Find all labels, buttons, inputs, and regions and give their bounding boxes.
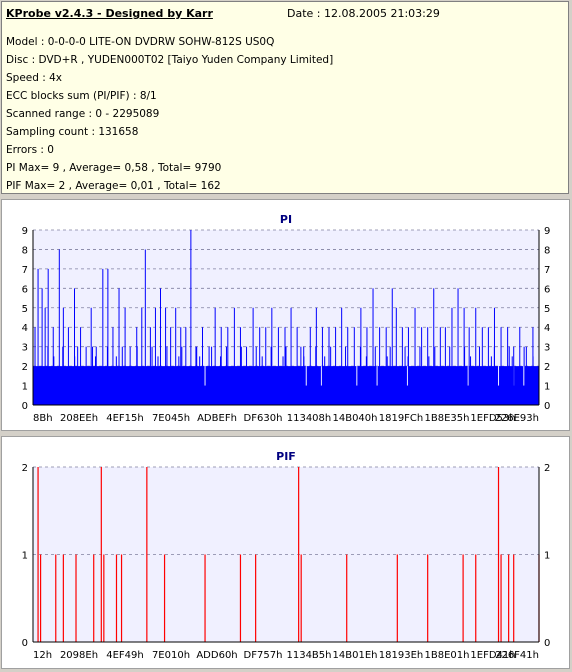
y-tick-label-left: 1 bbox=[22, 382, 28, 393]
y-tick-label-left: 1 bbox=[22, 551, 28, 562]
x-tick-label: ADD60h bbox=[196, 650, 237, 661]
y-tick-label-right: 0 bbox=[544, 638, 550, 649]
info-pif-stats: PIF Max= 2 , Average= 0,01 , Total= 162 bbox=[6, 180, 221, 192]
chart-title: PI bbox=[280, 213, 292, 226]
x-tick-label: 12h bbox=[33, 650, 52, 661]
y-tick-label-left: 0 bbox=[22, 638, 28, 649]
y-tick-label-right: 9 bbox=[544, 226, 550, 237]
y-tick-label-left: 9 bbox=[22, 226, 28, 237]
x-tick-label: 113408h bbox=[287, 413, 332, 424]
y-tick-label-right: 7 bbox=[544, 265, 550, 276]
x-tick-label: 1EFD41h bbox=[470, 650, 515, 661]
y-tick-label-right: 8 bbox=[544, 245, 550, 256]
app-title: KProbe v2.4.3 - Designed by Karr bbox=[6, 7, 213, 20]
y-tick-label-right: 6 bbox=[544, 284, 550, 295]
x-tick-label: DF757h bbox=[244, 650, 283, 661]
pi-chart-panel: PI 0 0 1 1 2 2 3 3 4 4 5 5 6 6 7 7 8 8 9 9 8Bh 208EEh 4EF15h 7E0… bbox=[1, 199, 570, 431]
info-disc: Disc : DVD+R , YUDEN000T02 [Taiyo Yuden … bbox=[6, 54, 334, 66]
y-tick-label-right: 2 bbox=[544, 463, 550, 474]
info-ecc: ECC blocks sum (PI/PIF) : 8/1 bbox=[6, 90, 157, 102]
y-tick-label-left: 0 bbox=[22, 401, 28, 412]
info-sampling: Sampling count : 131658 bbox=[6, 126, 139, 138]
x-tick-label: 1819FCh bbox=[379, 413, 424, 424]
x-tick-label: 1B8E35h bbox=[425, 413, 470, 424]
x-tick-label: 226E93h bbox=[495, 413, 539, 424]
x-tick-label: 18193Eh bbox=[379, 650, 423, 661]
x-tick-label: 7E045h bbox=[152, 413, 190, 424]
x-tick-label: 4EF15h bbox=[106, 413, 144, 424]
x-tick-label: 208EEh bbox=[60, 413, 98, 424]
x-tick-label: 7E010h bbox=[152, 650, 190, 661]
y-tick-label-right: 0 bbox=[544, 401, 550, 412]
y-tick-label-right: 1 bbox=[544, 551, 550, 562]
x-tick-label: DF630h bbox=[244, 413, 283, 424]
x-tick-label: 2098Eh bbox=[60, 650, 98, 661]
pif-chart-panel: PIF 0 0 1 1 2 2 12h 2098Eh 4EF49h 7E010h ADD60h DF75… bbox=[1, 436, 570, 669]
pi-chart: PI 0 0 1 1 2 2 3 3 4 4 5 5 6 6 7 7 8 8 9 9 8Bh 208EEh 4EF15h 7E0… bbox=[22, 213, 551, 424]
y-tick-label-right: 2 bbox=[544, 362, 550, 373]
info-errors: Errors : 0 bbox=[6, 144, 54, 156]
y-tick-label-right: 5 bbox=[544, 304, 550, 315]
info-pi-stats: PI Max= 9 , Average= 0,58 , Total= 9790 bbox=[6, 162, 222, 174]
y-tick-label-left: 6 bbox=[22, 284, 28, 295]
chart-title: PIF bbox=[276, 450, 296, 463]
y-tick-label-right: 4 bbox=[544, 323, 550, 334]
y-tick-label-left: 2 bbox=[22, 362, 28, 373]
x-tick-label: ADBEFh bbox=[197, 413, 237, 424]
y-tick-label-left: 8 bbox=[22, 245, 28, 256]
scan-date: Date : 12.08.2005 21:03:29 bbox=[287, 7, 440, 20]
x-tick-label: 14B040h bbox=[332, 413, 377, 424]
y-tick-label-left: 5 bbox=[22, 304, 28, 315]
y-tick-label-left: 4 bbox=[22, 323, 28, 334]
x-tick-label: 1B8E01h bbox=[425, 650, 470, 661]
info-range: Scanned range : 0 - 2295089 bbox=[6, 108, 160, 120]
x-tick-label: 14B01Eh bbox=[333, 650, 378, 661]
y-tick-label-right: 1 bbox=[544, 382, 550, 393]
x-tick-label: 1EFD53h bbox=[470, 413, 515, 424]
x-tick-label: 8Bh bbox=[33, 413, 53, 424]
pif-chart: PIF 0 0 1 1 2 2 12h 2098Eh 4EF49h 7E010h ADD60h DF75… bbox=[22, 450, 551, 661]
x-tick-label: 226F41h bbox=[495, 650, 539, 661]
y-tick-label-left: 3 bbox=[22, 343, 28, 354]
info-panel: KProbe v2.4.3 - Designed by Karr Date : … bbox=[1, 1, 569, 194]
y-tick-label-left: 7 bbox=[22, 265, 28, 276]
y-tick-label-right: 3 bbox=[544, 343, 550, 354]
x-tick-label: 4EF49h bbox=[106, 650, 144, 661]
info-speed: Speed : 4x bbox=[6, 72, 63, 84]
x-tick-label: 1134B5h bbox=[286, 650, 331, 661]
info-model: Model : 0-0-0-0 LITE-ON DVDRW SOHW-812S … bbox=[6, 36, 275, 48]
y-tick-label-left: 2 bbox=[22, 463, 28, 474]
